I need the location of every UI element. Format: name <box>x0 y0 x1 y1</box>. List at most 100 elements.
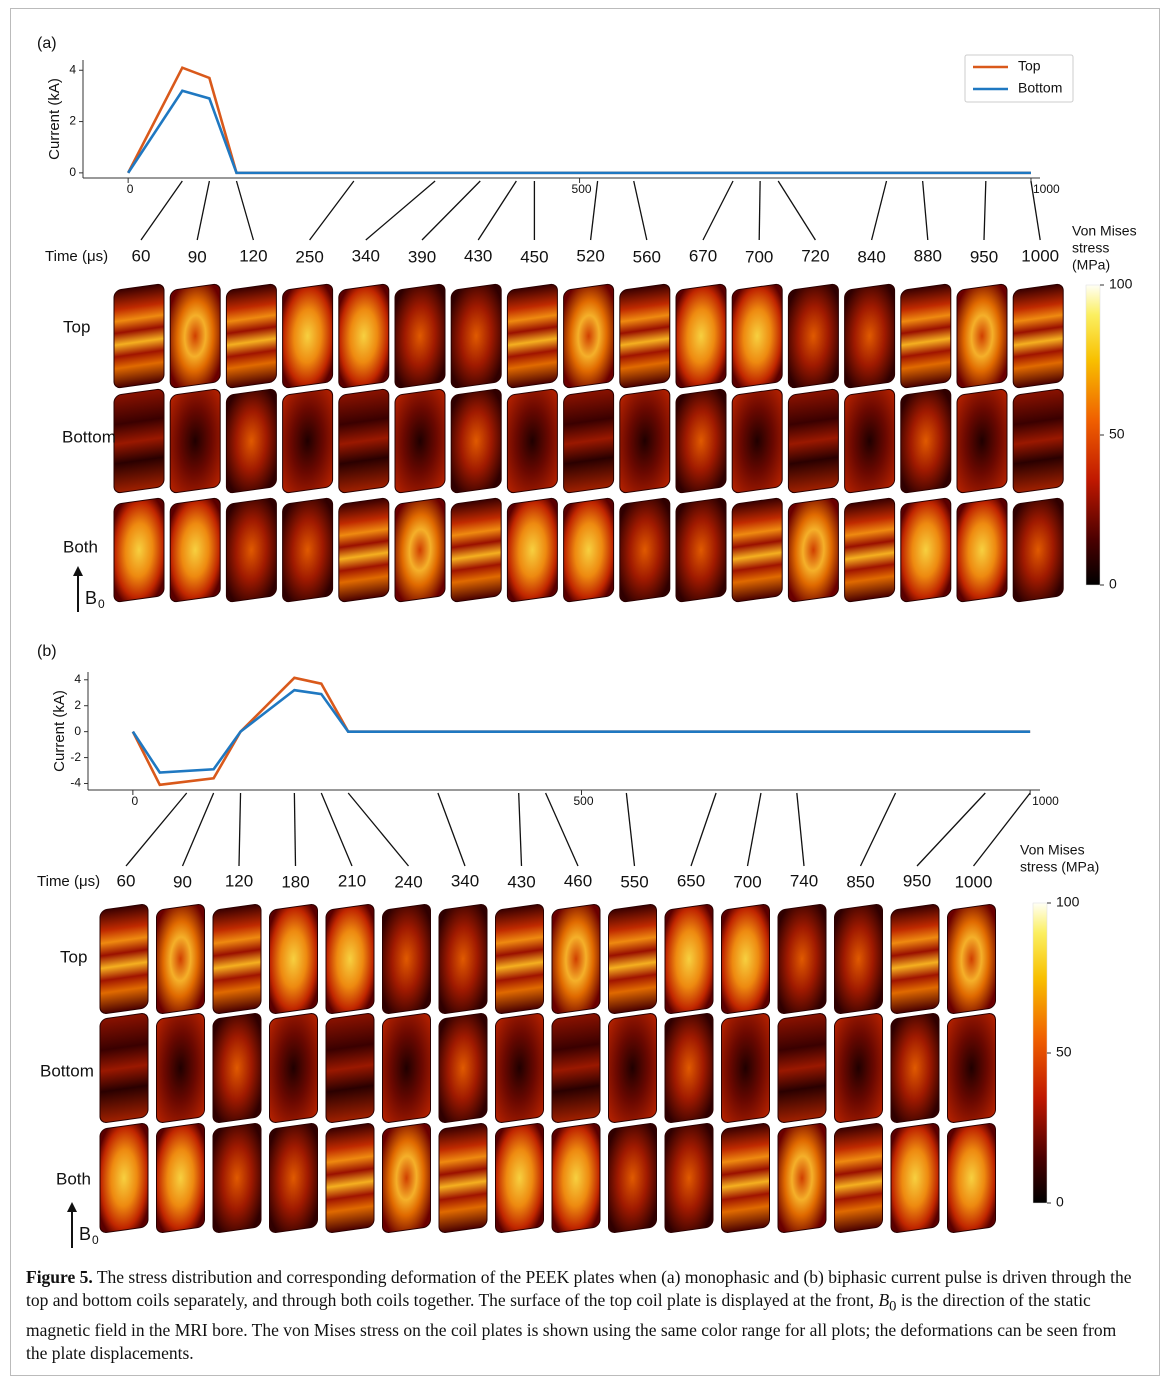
time-label: 60 <box>117 871 136 890</box>
figure-frame <box>10 8 1160 1376</box>
caption-label: Figure 5. <box>26 1267 93 1287</box>
y-axis-label: Current (kA) <box>46 78 63 160</box>
stress-plate <box>382 904 431 1014</box>
stress-plate <box>382 1123 431 1233</box>
stress-plate <box>394 388 446 494</box>
time-connector <box>625 792 636 867</box>
time-connector <box>545 792 579 867</box>
stress-plate <box>156 904 205 1014</box>
data-line <box>131 688 1031 774</box>
time-label: 430 <box>464 246 492 265</box>
colorbar-title: stress (MPa) <box>1020 859 1099 875</box>
stress-plate <box>731 497 783 603</box>
time-label: 390 <box>408 247 436 266</box>
time-label: 840 <box>857 247 885 266</box>
stress-plate <box>269 904 318 1014</box>
stress-plate <box>608 1123 657 1233</box>
data-line <box>127 89 1031 175</box>
stress-plate <box>777 1013 827 1123</box>
time-connector <box>1030 180 1041 241</box>
data-line <box>126 66 1031 175</box>
stress-plate <box>438 1013 488 1123</box>
stress-plate <box>731 388 783 494</box>
time-label: 60 <box>132 246 151 265</box>
stress-plate <box>338 388 390 494</box>
time-connector <box>702 180 734 241</box>
colorbar-tick-label: 100 <box>1056 894 1080 910</box>
time-label: 240 <box>394 872 422 891</box>
stress-plate <box>99 1013 149 1123</box>
stress-plate <box>890 1013 940 1123</box>
time-label: 180 <box>281 872 309 891</box>
stress-plate <box>721 904 770 1014</box>
colorbar-tick-label: 100 <box>1109 276 1133 292</box>
stress-plate <box>1012 497 1064 603</box>
stress-plate <box>664 1123 714 1233</box>
time-connector <box>758 180 761 241</box>
stress-plate <box>450 283 502 389</box>
stress-plate <box>563 388 615 494</box>
time-label: 340 <box>451 871 479 890</box>
stress-plate <box>438 1123 488 1233</box>
time-label: 340 <box>352 246 380 265</box>
panel-label: (a) <box>37 35 57 52</box>
stress-plate <box>664 904 714 1014</box>
stress-plate <box>900 497 952 603</box>
stress-plate <box>956 388 1008 494</box>
row-label: Bottom <box>40 1061 94 1080</box>
time-label: 90 <box>188 247 207 266</box>
row-label: Top <box>63 317 90 336</box>
stress-plate <box>225 497 277 603</box>
time-connector <box>293 792 297 867</box>
stress-plate <box>675 497 727 603</box>
legend-label: Bottom <box>1018 80 1062 96</box>
panel-label: (b) <box>37 643 57 660</box>
time-label: 950 <box>903 871 931 890</box>
stress-plate <box>269 1013 318 1123</box>
stress-plate <box>99 1123 149 1233</box>
stress-plate <box>777 904 827 1014</box>
stress-plate <box>956 497 1008 603</box>
stress-plate <box>169 388 221 494</box>
time-axis-label: Time (μs) <box>45 248 108 265</box>
stress-plate <box>731 283 783 389</box>
stress-plate <box>1012 283 1064 389</box>
time-label: 560 <box>633 247 661 266</box>
time-label: 650 <box>677 871 705 890</box>
time-connector <box>796 792 805 867</box>
row-label: Bottom <box>62 427 116 446</box>
stress-plate <box>169 497 221 603</box>
caption-subscript: 0 <box>889 1298 897 1315</box>
field-symbol: B <box>79 1224 91 1244</box>
y-tick-label: 2 <box>69 114 76 128</box>
row-label: Top <box>60 947 87 966</box>
stress-plate <box>225 388 277 494</box>
stress-plate <box>844 283 896 389</box>
stress-plate <box>99 904 149 1014</box>
stress-plate <box>438 904 488 1014</box>
stress-plate <box>900 388 952 494</box>
time-connector <box>437 792 466 867</box>
row-label: Both <box>63 537 98 556</box>
stress-plate <box>225 283 277 389</box>
stress-plate <box>338 283 390 389</box>
row-label: Both <box>56 1169 91 1188</box>
time-label: 700 <box>745 247 773 266</box>
y-tick-label: 4 <box>74 672 81 686</box>
time-connector <box>916 792 986 867</box>
stress-plate <box>113 388 165 494</box>
stress-plate <box>834 1123 883 1233</box>
time-connector <box>365 180 436 241</box>
stress-plate <box>787 388 839 494</box>
x-tick-label: 1000 <box>1033 182 1060 196</box>
stress-plate <box>506 497 558 603</box>
stress-plate <box>169 283 221 389</box>
stress-plate <box>495 1123 544 1233</box>
stress-plate <box>619 283 671 389</box>
x-tick-label: 0 <box>127 182 134 196</box>
stress-plate <box>113 283 165 389</box>
stress-plate <box>947 1013 996 1123</box>
y-tick-label: 0 <box>69 165 76 179</box>
